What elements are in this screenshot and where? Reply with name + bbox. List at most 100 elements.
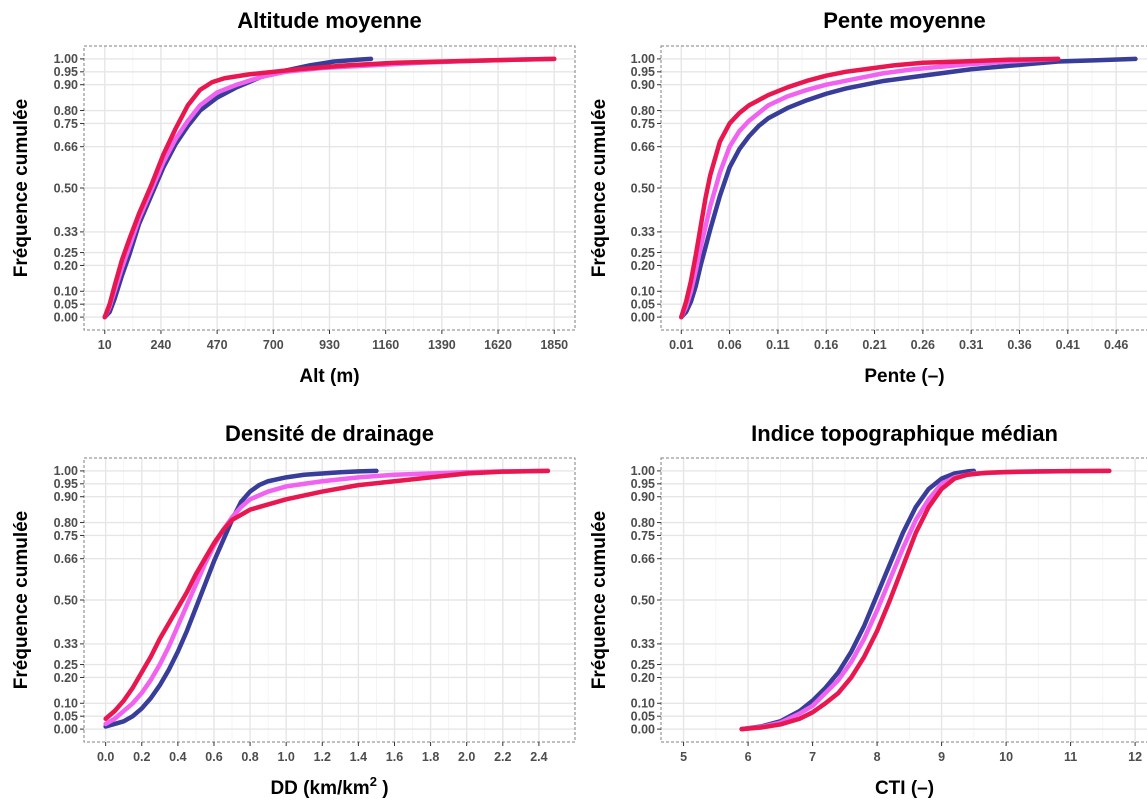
x-tick-label: 1620 — [484, 338, 512, 352]
x-tick-label: 0.0 — [97, 750, 114, 764]
series-line-2 — [679, 56, 1061, 320]
x-tick-label: 0.41 — [1056, 338, 1080, 352]
x-axis-label: Alt (m) — [299, 366, 359, 387]
series-line-1 — [102, 56, 374, 320]
y-tick-label: 0.05 — [54, 297, 78, 311]
chart-title: Densité de drainage — [225, 421, 434, 446]
x-axis-label: Pente (–) — [864, 366, 944, 387]
x-tick-label: 2.4 — [530, 750, 547, 764]
x-tick-label: 2.0 — [458, 750, 475, 764]
y-tick-label: 0.95 — [631, 477, 655, 491]
y-tick-label: 0.33 — [54, 637, 78, 651]
y-tick-label: 0.95 — [54, 477, 78, 491]
y-tick-label: 0.25 — [631, 658, 655, 672]
y-tick-label: 0.33 — [54, 225, 78, 239]
y-axis-label: Fréquence cumulée — [11, 511, 32, 689]
x-tick-label: 8 — [874, 750, 881, 764]
x-tick-label: 1.6 — [386, 750, 403, 764]
x-tick-label: 0.36 — [1007, 338, 1031, 352]
y-tick-label: 0.05 — [631, 709, 655, 723]
x-tick-label: 2.2 — [494, 750, 511, 764]
y-tick-label: 0.95 — [54, 65, 78, 79]
y-tick-label: 0.05 — [54, 709, 78, 723]
y-tick-label: 0.05 — [631, 297, 655, 311]
chart-title: Altitude moyenne — [237, 8, 422, 33]
y-tick-label: 0.25 — [54, 246, 78, 260]
y-tick-label: 0.25 — [54, 658, 78, 672]
y-tick-label: 0.75 — [54, 529, 78, 543]
x-tick-label: 1.4 — [350, 750, 367, 764]
x-axis-label-main: DD (km/km — [270, 778, 369, 799]
y-tick-label: 0.20 — [54, 671, 78, 685]
x-tick-label: 0.26 — [911, 338, 935, 352]
y-tick-label: 0.20 — [631, 259, 655, 273]
y-tick-label: 0.75 — [54, 117, 78, 131]
y-tick-label: 0.00 — [631, 310, 655, 324]
x-axis-label-main: Pente (–) — [864, 366, 944, 387]
y-tick-label: 0.66 — [631, 140, 655, 154]
x-tick-label: 1.2 — [314, 750, 331, 764]
y-tick-label: 1.00 — [54, 464, 78, 478]
chart-panel-4: 5 6 7 8 9 10 11 12 0.000.050.10 0.200.25 0.33 0.50 0… — [589, 421, 1147, 799]
x-tick-label: 0.21 — [862, 338, 886, 352]
y-tick-label: 0.25 — [631, 246, 655, 260]
x-tick-label: 1850 — [540, 338, 568, 352]
x-tick-label: 0.6 — [205, 750, 222, 764]
chart-title: Pente moyenne — [823, 8, 986, 33]
y-tick-label: 0.75 — [631, 117, 655, 131]
x-tick-label: 0.2 — [133, 750, 150, 764]
y-axis-label: Fréquence cumulée — [589, 99, 610, 277]
x-tick-label: 0.31 — [959, 338, 983, 352]
x-axis-label-main: CTI (–) — [875, 778, 934, 799]
x-tick-label: 12 — [1128, 750, 1142, 764]
y-axis-label: Fréquence cumulée — [589, 511, 610, 689]
x-axis-label-superscript: 2 — [370, 774, 377, 789]
x-tick-label: 470 — [207, 338, 228, 352]
y-tick-label: 0.50 — [54, 593, 78, 607]
x-tick-label: 0.01 — [669, 338, 693, 352]
x-tick-label: 7 — [809, 750, 816, 764]
x-tick-label: 5 — [680, 750, 687, 764]
y-tick-label: 0.00 — [54, 722, 78, 736]
y-tick-label: 0.20 — [54, 259, 78, 273]
x-tick-label: 0.46 — [1104, 338, 1128, 352]
y-tick-label: 0.66 — [54, 552, 78, 566]
x-tick-label: 700 — [263, 338, 284, 352]
y-tick-label: 0.10 — [54, 285, 78, 299]
x-axis-label: CTI (–) — [875, 778, 934, 799]
y-tick-label: 0.80 — [54, 516, 78, 530]
y-tick-label: 1.00 — [631, 464, 655, 478]
x-axis-label: DD (km/km2 ) — [270, 774, 388, 799]
chart-panel-3: 0.0 0.2 0.4 0.6 0.8 1.0 1.2 1.4 1.6 1.8 2.0 2.2 2.4 0… — [11, 421, 576, 799]
series-line-2 — [103, 468, 551, 727]
y-tick-label: 0.00 — [54, 310, 78, 324]
y-tick-label: 0.66 — [54, 140, 78, 154]
chart-title: Indice topographique médian — [751, 421, 1058, 446]
y-tick-label: 0.90 — [631, 490, 655, 504]
y-tick-label: 0.33 — [631, 225, 655, 239]
x-tick-label: 9 — [938, 750, 945, 764]
y-tick-label: 0.50 — [631, 593, 655, 607]
y-tick-label: 0.50 — [631, 181, 655, 195]
y-tick-label: 1.00 — [54, 52, 78, 66]
chart-panel-1: 10 240 470 700 930 1160 1390 1620 18500.000.050.… — [11, 8, 576, 387]
y-tick-label: 0.66 — [631, 552, 655, 566]
x-tick-label: 10 — [999, 750, 1013, 764]
y-tick-label: 0.90 — [54, 78, 78, 92]
x-tick-label: 1.8 — [422, 750, 439, 764]
series-line-3 — [679, 56, 1061, 320]
y-tick-label: 0.95 — [631, 65, 655, 79]
x-tick-label: 10 — [98, 338, 112, 352]
y-axis-label: Fréquence cumulée — [11, 99, 32, 277]
series-line-1 — [103, 468, 379, 729]
chart-panel-2: 0.01 0.06 0.11 0.16 0.21 0.26 0.31 0.36 0.41 0.46… — [589, 8, 1147, 387]
x-axis-label-main: Alt (m) — [299, 366, 359, 387]
x-tick-label: 930 — [319, 338, 340, 352]
y-tick-label: 0.75 — [631, 529, 655, 543]
x-tick-label: 0.06 — [717, 338, 741, 352]
y-tick-label: 0.80 — [54, 104, 78, 118]
y-tick-label: 0.80 — [631, 516, 655, 530]
x-tick-label: 0.8 — [241, 750, 258, 764]
x-tick-label: 240 — [151, 338, 172, 352]
